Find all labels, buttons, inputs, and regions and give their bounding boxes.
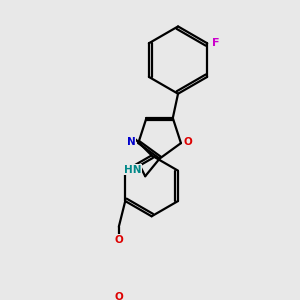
Text: O: O bbox=[115, 235, 123, 244]
Text: HN: HN bbox=[124, 165, 141, 175]
Text: O: O bbox=[115, 292, 123, 300]
Text: F: F bbox=[212, 38, 220, 48]
Text: N: N bbox=[127, 136, 135, 146]
Text: O: O bbox=[184, 136, 193, 146]
